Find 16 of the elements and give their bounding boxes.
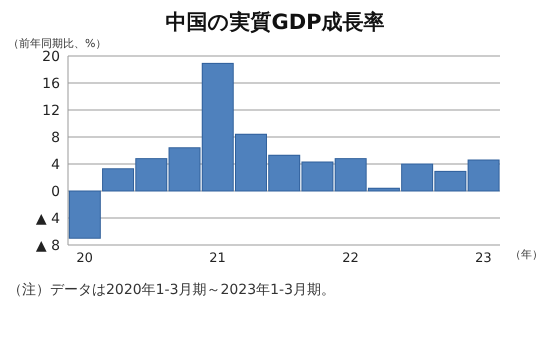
y-tick-label: ▲ 8 xyxy=(36,238,60,254)
y-tick-label: 0 xyxy=(51,184,60,200)
y-axis-title: （前年同期比、%） xyxy=(8,36,108,50)
x-tick-label: 22 xyxy=(342,251,359,266)
y-tick-label: 4 xyxy=(51,156,60,173)
x-axis-title: （年） xyxy=(510,247,543,262)
y-tick-label: 16 xyxy=(42,76,60,92)
y-tick-label: 8 xyxy=(51,130,60,146)
chart-title: 中国の実質GDP成長率 xyxy=(164,9,386,36)
x-tick-label: 20 xyxy=(76,251,93,266)
y-tick-label: 20 xyxy=(42,48,60,65)
x-tick-label: 23 xyxy=(475,251,492,266)
y-tick-label: ▲ 4 xyxy=(36,210,60,227)
y-tick-label: 12 xyxy=(42,102,60,119)
x-tick-label: 21 xyxy=(209,251,226,266)
text: （注）データは2020年1-3月期～2023年1-3月期。 xyxy=(8,281,336,299)
